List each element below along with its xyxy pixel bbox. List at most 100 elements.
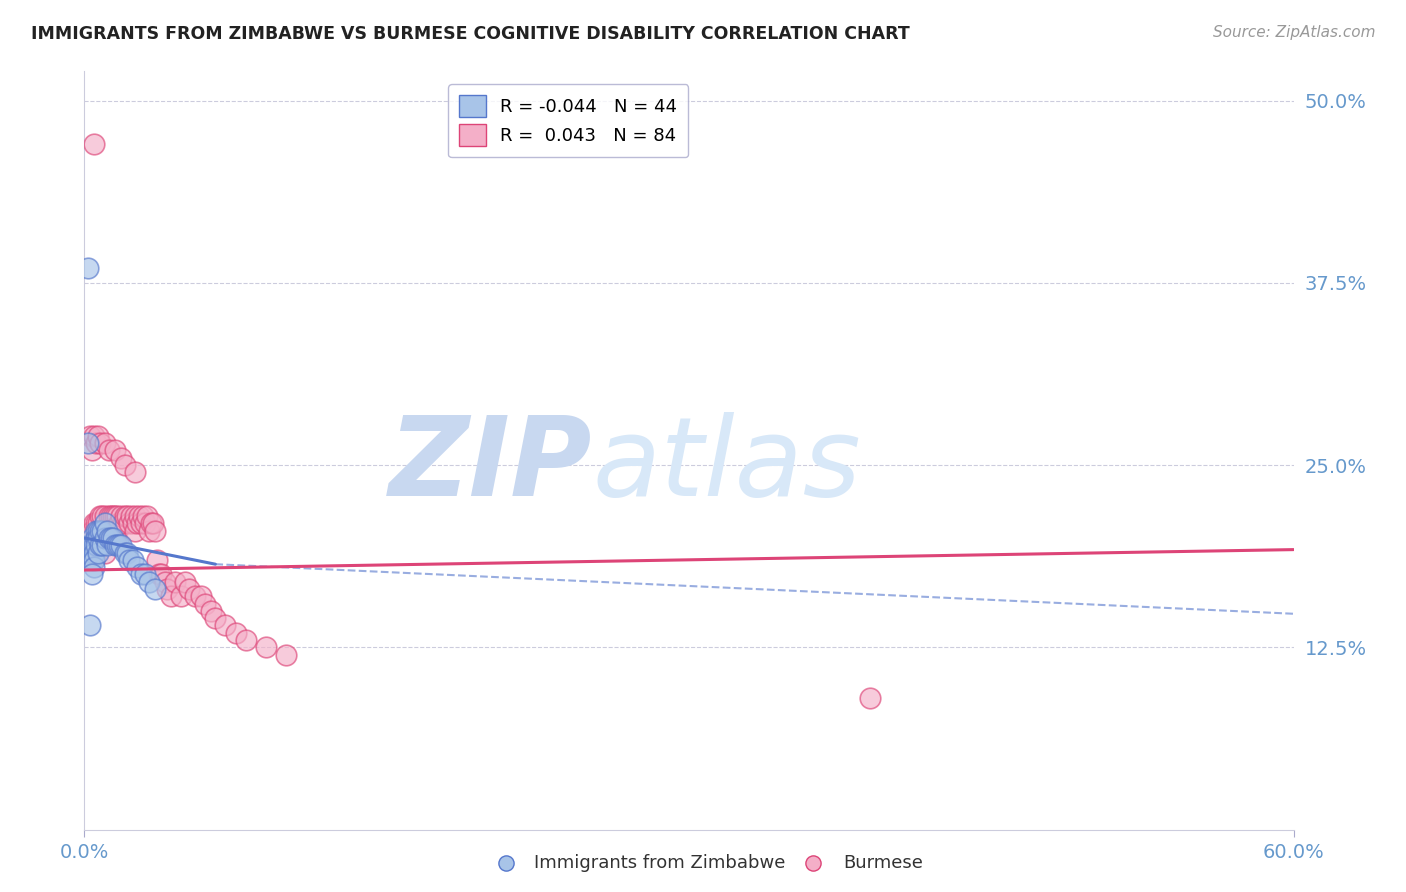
Point	[148, 567, 170, 582]
Point	[104, 509, 127, 524]
Point	[135, 509, 157, 524]
Point	[93, 545, 115, 559]
Point	[142, 516, 165, 531]
Point	[96, 524, 118, 538]
Point	[82, 443, 104, 458]
Point	[120, 509, 142, 524]
Point	[83, 560, 105, 574]
Point	[83, 516, 105, 531]
Point	[79, 545, 101, 559]
Point	[82, 524, 104, 538]
Point	[214, 618, 236, 632]
Point	[82, 531, 104, 545]
Point	[153, 574, 176, 589]
Point	[82, 553, 104, 567]
Point	[125, 516, 148, 531]
Point	[93, 531, 115, 545]
Point	[143, 524, 166, 538]
Point	[200, 604, 222, 618]
Point	[118, 516, 141, 531]
Point	[89, 524, 111, 538]
Point	[115, 509, 138, 524]
Point	[134, 567, 156, 582]
Point	[77, 538, 100, 552]
Point	[110, 450, 132, 465]
Text: Immigrants from Zimbabwe: Immigrants from Zimbabwe	[534, 855, 786, 872]
Point	[149, 567, 172, 582]
Point	[77, 261, 100, 276]
Point	[97, 443, 120, 458]
Point	[83, 553, 105, 567]
Point	[138, 524, 160, 538]
Point	[125, 560, 148, 574]
Text: IMMIGRANTS FROM ZIMBABWE VS BURMESE COGNITIVE DISABILITY CORRELATION CHART: IMMIGRANTS FROM ZIMBABWE VS BURMESE COGN…	[31, 25, 910, 43]
Point	[121, 553, 143, 567]
Point	[79, 531, 101, 545]
Point	[86, 531, 108, 545]
Point	[82, 538, 104, 552]
Point	[91, 538, 114, 552]
Point	[83, 429, 105, 443]
Point	[86, 545, 108, 559]
Point	[93, 509, 115, 524]
Point	[225, 625, 247, 640]
Point	[89, 531, 111, 545]
Point	[110, 509, 132, 524]
Point	[156, 582, 179, 596]
Point	[83, 538, 105, 552]
Point	[101, 531, 124, 545]
Point	[91, 531, 114, 545]
Point	[87, 538, 110, 552]
Point	[93, 436, 115, 450]
Point	[86, 538, 108, 552]
Point	[91, 509, 114, 524]
Point	[100, 509, 122, 524]
Point	[89, 509, 111, 524]
Point	[82, 567, 104, 582]
Point	[179, 582, 201, 596]
Point	[79, 618, 101, 632]
Point	[100, 531, 122, 545]
Point	[83, 553, 105, 567]
Text: Source: ZipAtlas.com: Source: ZipAtlas.com	[1212, 25, 1375, 40]
Point	[87, 429, 110, 443]
Point	[96, 524, 118, 538]
Point	[254, 640, 277, 655]
Point	[170, 589, 193, 603]
Point	[96, 538, 118, 552]
Point	[97, 509, 120, 524]
Point	[114, 545, 136, 559]
Point	[87, 516, 110, 531]
Point	[86, 531, 108, 545]
Point	[87, 545, 110, 559]
Point	[104, 531, 127, 545]
Point	[79, 538, 101, 552]
Point	[89, 538, 111, 552]
Point	[89, 436, 111, 450]
Text: ZIP: ZIP	[388, 412, 592, 519]
Point	[801, 856, 824, 871]
Point	[124, 466, 146, 480]
Point	[194, 597, 217, 611]
Point	[82, 538, 104, 552]
Point	[97, 531, 120, 545]
Point	[83, 538, 105, 552]
Point	[101, 524, 124, 538]
Point	[83, 137, 105, 152]
Point	[124, 509, 146, 524]
Text: Burmese: Burmese	[844, 855, 924, 872]
Point	[134, 516, 156, 531]
Point	[121, 516, 143, 531]
Point	[83, 545, 105, 559]
Point	[91, 524, 114, 538]
Point	[165, 574, 187, 589]
Point	[124, 524, 146, 538]
Point	[104, 443, 127, 458]
Point	[146, 553, 169, 567]
Point	[107, 516, 129, 531]
Point	[143, 582, 166, 596]
Point	[87, 524, 110, 538]
Point	[160, 589, 183, 603]
Point	[114, 509, 136, 524]
Point	[129, 516, 152, 531]
